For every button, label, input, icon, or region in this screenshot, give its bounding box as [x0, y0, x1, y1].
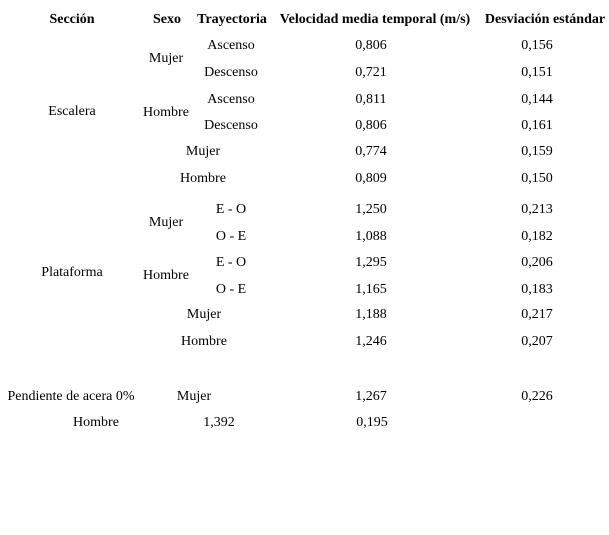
cell-trayectoria: O - E: [215, 282, 247, 297]
cell-velocidad: 1,088: [355, 229, 387, 244]
cell-trayectoria: Descenso: [204, 118, 258, 133]
cell-velocidad: 0,721: [355, 65, 387, 80]
cell-trayectoria: Descenso: [204, 65, 258, 80]
cell-velocidad: 0,811: [355, 92, 387, 107]
cell-summary-sexo: Hombre: [181, 334, 227, 349]
cell-velocidad: 1,267: [355, 389, 387, 404]
cell-summary-sexo: Hombre: [180, 171, 226, 186]
cell-desviacion: 0,226: [521, 389, 553, 404]
cell-desviacion: 0,206: [521, 255, 553, 270]
cell-desviacion: 0,144: [521, 92, 553, 107]
cell-desviacion: 0,156: [521, 38, 553, 53]
cell-desviacion: 0,207: [521, 334, 553, 349]
cell-velocidad: 0,774: [355, 144, 387, 159]
column-header-seccion: Sección: [49, 12, 95, 27]
cell-desviacion: 0,217: [521, 307, 553, 322]
cell-velocidad: 1,250: [355, 202, 387, 217]
cell-velocidad: 1,295: [355, 255, 387, 270]
cell-velocidad: 1,246: [355, 334, 387, 349]
section-label-escalera: Escalera: [48, 104, 96, 119]
cell-desviacion: 0,159: [521, 144, 553, 159]
cell-sexo-mujer-span: Mujer: [148, 51, 184, 66]
cell-desviacion: 0,150: [521, 171, 553, 186]
cell-desviacion: 0,151: [521, 65, 553, 80]
cell-trayectoria: O - E: [215, 229, 247, 244]
cell-velocidad: 0,806: [355, 38, 387, 53]
column-header-sexo: Sexo: [153, 12, 181, 27]
cell-overflow-velocidad: 1,392: [203, 415, 235, 430]
cell-overflow-sexo: Hombre: [73, 415, 119, 430]
cell-sexo-mujer-span: Mujer: [148, 215, 184, 230]
column-header-desviacion: Desviación estándar: [484, 12, 606, 27]
cell-sexo-hombre-span: Hombre: [143, 268, 189, 283]
cell-desviacion: 0,161: [521, 118, 553, 133]
section-label-pendiente: Pendiente de acera 0%: [7, 389, 135, 404]
cell-velocidad: 0,809: [355, 171, 387, 186]
cell-trayectoria: E - O: [215, 202, 247, 217]
column-header-trayectoria: Trayectoria: [197, 12, 267, 27]
column-header-velocidad: Velocidad media temporal (m/s): [279, 12, 471, 27]
cell-overflow-desviacion: 0,195: [356, 415, 388, 430]
cell-summary-sexo: Mujer: [185, 144, 221, 159]
cell-sexo-hombre-span: Hombre: [143, 105, 189, 120]
cell-summary-sexo: Mujer: [186, 307, 222, 322]
cell-desviacion: 0,183: [521, 282, 553, 297]
cell-velocidad: 1,188: [355, 307, 387, 322]
cell-desviacion: 0,182: [521, 229, 553, 244]
section-label-plataforma: Plataforma: [41, 265, 103, 280]
cell-velocidad: 0,806: [355, 118, 387, 133]
cell-trayectoria: Ascenso: [207, 92, 255, 107]
cell-trayectoria: E - O: [215, 255, 247, 270]
cell-summary-sexo: Mujer: [176, 389, 212, 404]
cell-desviacion: 0,213: [521, 202, 553, 217]
cell-velocidad: 1,165: [355, 282, 387, 297]
cell-trayectoria: Ascenso: [207, 38, 255, 53]
